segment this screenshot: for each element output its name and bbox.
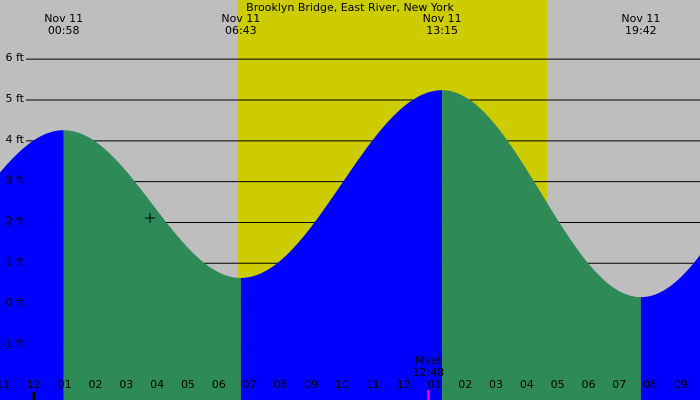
y-tick-label: -1 ft xyxy=(2,337,25,350)
extreme-time: 00:58 xyxy=(48,24,80,37)
rising-tide xyxy=(0,130,64,400)
hour-label: 08 xyxy=(643,378,657,391)
y-tick-label: 6 ft xyxy=(6,51,25,64)
moonset-time: 12:48 xyxy=(412,366,444,379)
hour-label: 07 xyxy=(243,378,257,391)
y-tick-label: 2 ft xyxy=(6,214,25,227)
hour-label: 03 xyxy=(119,378,133,391)
hour-label: 01 xyxy=(427,378,441,391)
hour-label: 01 xyxy=(58,378,72,391)
hour-label: 12 xyxy=(397,378,411,391)
hour-label: 03 xyxy=(489,378,503,391)
falling-tide xyxy=(63,130,241,400)
chart-title: Brooklyn Bridge, East River, New York xyxy=(246,1,454,14)
hour-label: 04 xyxy=(150,378,164,391)
hour-label: 05 xyxy=(181,378,195,391)
hour-label: 09 xyxy=(674,378,688,391)
hour-label: 04 xyxy=(520,378,534,391)
hour-label: 07 xyxy=(612,378,626,391)
extreme-time: 19:42 xyxy=(625,24,657,37)
falling-tide xyxy=(442,90,641,400)
fill-layer xyxy=(0,90,700,400)
rising-tide xyxy=(240,90,443,400)
extreme-date: Nov 11 xyxy=(44,12,83,25)
hour-label: 10 xyxy=(335,378,349,391)
hour-label: 11 xyxy=(0,378,10,391)
y-tick-label: 5 ft xyxy=(6,92,25,105)
y-tick-label: 0 ft xyxy=(6,296,25,309)
hour-label: 08 xyxy=(273,378,287,391)
hour-label: 02 xyxy=(89,378,103,391)
hour-label: 06 xyxy=(581,378,595,391)
hour-label: 02 xyxy=(458,378,472,391)
hour-label: 12 xyxy=(27,378,41,391)
hour-label: 05 xyxy=(551,378,565,391)
extreme-time: 06:43 xyxy=(225,24,257,37)
hour-label: 06 xyxy=(212,378,226,391)
y-tick-label: 1 ft xyxy=(6,255,25,268)
extreme-date: Nov 11 xyxy=(221,12,260,25)
extreme-time: 13:15 xyxy=(426,24,458,37)
hour-label: 11 xyxy=(366,378,380,391)
hour-label: 09 xyxy=(304,378,318,391)
rising-tide xyxy=(640,255,700,400)
extreme-date: Nov 11 xyxy=(423,12,462,25)
y-tick-label: 3 ft xyxy=(6,174,25,187)
moonset-label: Mset xyxy=(415,354,442,367)
y-tick-label: 4 ft xyxy=(6,133,25,146)
extreme-date: Nov 11 xyxy=(621,12,660,25)
crosshair xyxy=(145,213,155,223)
